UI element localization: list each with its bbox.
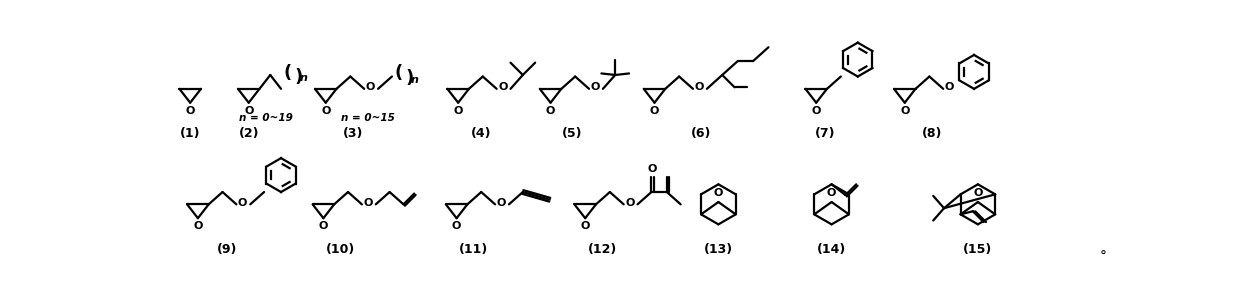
Text: O: O — [973, 188, 983, 198]
Text: °: ° — [1099, 250, 1107, 264]
Text: O: O — [453, 106, 463, 116]
Text: (6): (6) — [691, 127, 711, 140]
Text: O: O — [452, 221, 462, 231]
Text: O: O — [827, 188, 837, 198]
Text: O: O — [244, 106, 254, 116]
Text: (10): (10) — [326, 243, 355, 256]
Text: (14): (14) — [817, 243, 847, 256]
Text: O: O — [650, 106, 659, 116]
Text: (13): (13) — [704, 243, 733, 256]
Text: ): ) — [406, 69, 413, 87]
Text: O: O — [811, 106, 821, 116]
Text: O: O — [546, 106, 555, 116]
Text: O: O — [591, 82, 600, 92]
Text: (12): (12) — [588, 243, 617, 256]
Text: O: O — [193, 221, 203, 231]
Text: O: O — [647, 164, 657, 174]
Text: O: O — [900, 106, 910, 116]
Text: (: ( — [284, 64, 292, 82]
Text: O: O — [496, 198, 506, 208]
Text: (5): (5) — [562, 127, 582, 140]
Text: O: O — [695, 82, 704, 92]
Text: (3): (3) — [343, 127, 363, 140]
Text: (2): (2) — [239, 127, 259, 140]
Text: (7): (7) — [815, 127, 836, 140]
Text: O: O — [945, 82, 954, 92]
Text: (11): (11) — [459, 243, 488, 256]
Text: O: O — [714, 188, 723, 198]
Text: (4): (4) — [470, 127, 491, 140]
Text: O: O — [365, 82, 375, 92]
Text: (1): (1) — [180, 127, 201, 140]
Text: (9): (9) — [217, 243, 238, 256]
Text: O: O — [318, 221, 328, 231]
Text: O: O — [186, 106, 194, 116]
Text: O: O — [581, 221, 589, 231]
Text: O: O — [498, 82, 508, 92]
Text: (15): (15) — [963, 243, 993, 256]
Text: n: n — [300, 73, 307, 83]
Text: ): ) — [295, 67, 303, 85]
Text: n = 0~15: n = 0~15 — [342, 113, 395, 123]
Text: O: O — [321, 106, 331, 116]
Text: O: O — [625, 198, 635, 208]
Text: (: ( — [394, 64, 402, 82]
Text: O: O — [238, 198, 248, 208]
Text: n: n — [411, 74, 418, 85]
Text: (8): (8) — [921, 127, 942, 140]
Text: n = 0~19: n = 0~19 — [239, 113, 292, 123]
Text: O: O — [364, 198, 373, 208]
